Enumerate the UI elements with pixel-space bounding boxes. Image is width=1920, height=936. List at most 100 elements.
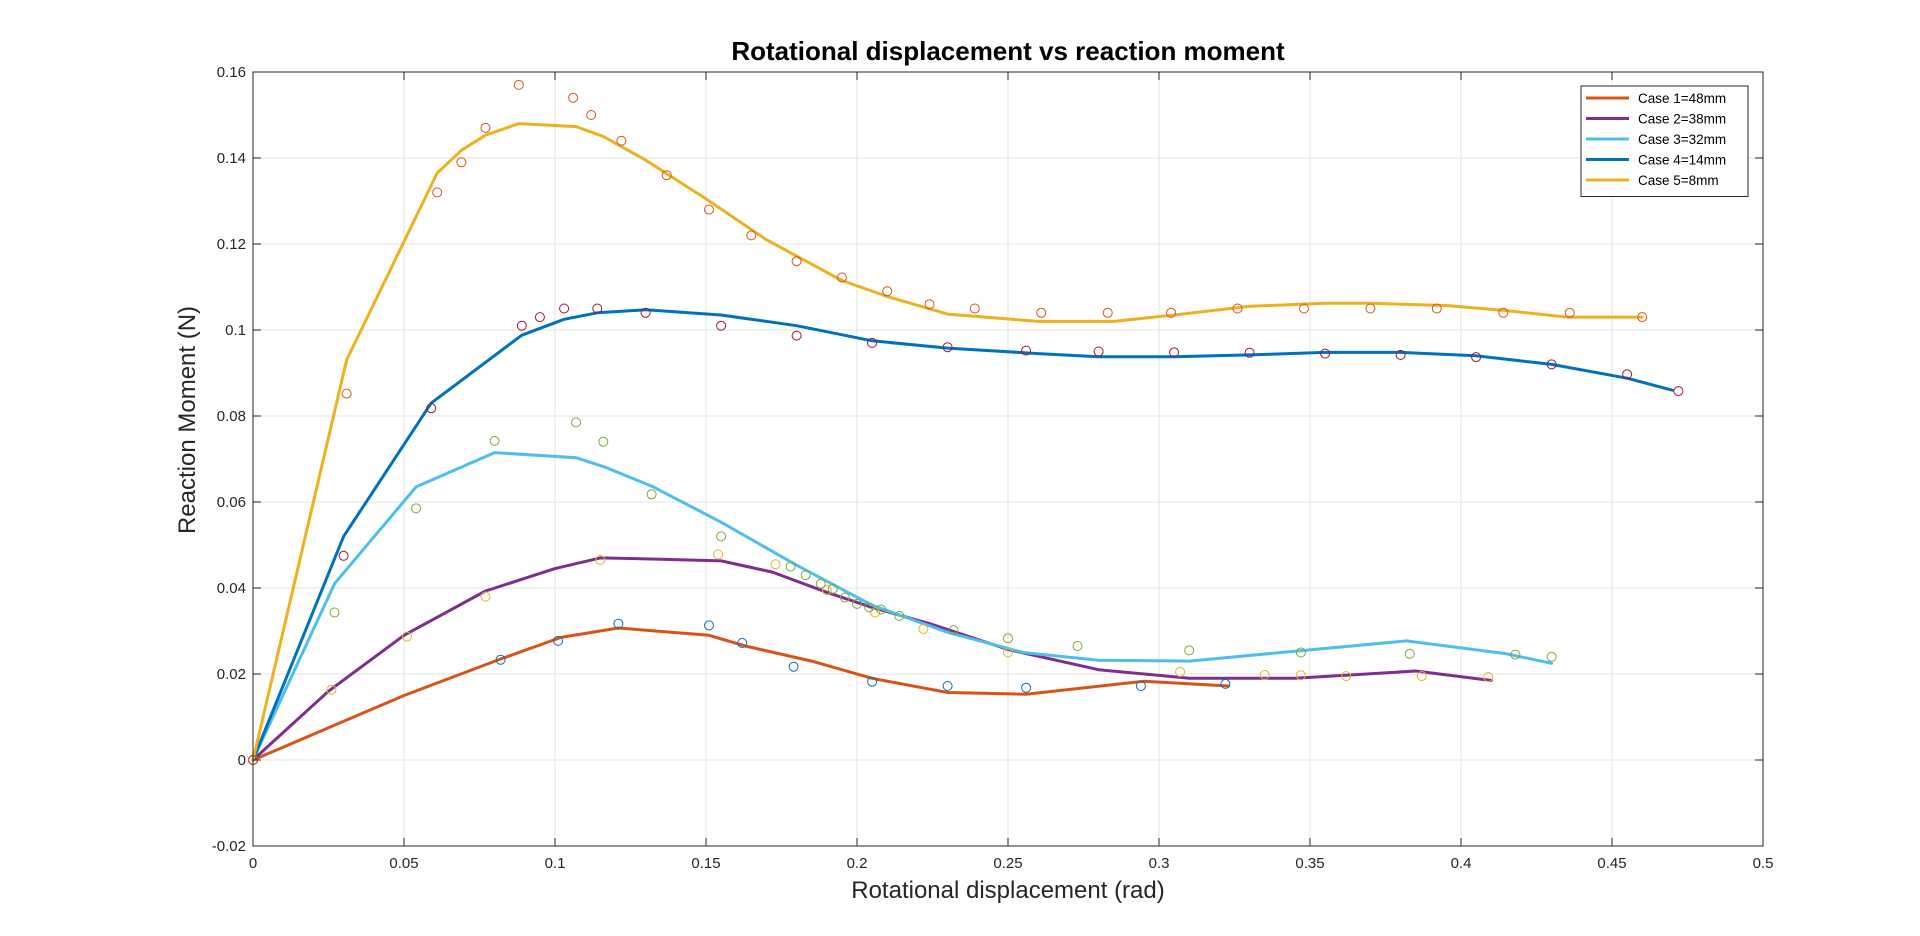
data-point-case-3 [815, 578, 826, 589]
series-line-case-5 [251, 122, 1644, 762]
data-point-case-3 [864, 602, 875, 613]
data-point-case-3 [852, 598, 862, 609]
data-point-case-3 [646, 489, 657, 500]
data-point-case-4 [1021, 345, 1032, 356]
data-point-case-4 [1673, 386, 1684, 397]
series-line-case-3 [251, 451, 1554, 762]
y-tick-label: 0.12 [217, 236, 246, 253]
data-point-case-4 [1169, 347, 1180, 358]
y-tick-label: -0.02 [212, 838, 246, 855]
data-point-case-3 [839, 592, 850, 603]
data-point-case-4 [1093, 346, 1104, 357]
data-point-case-2 [1175, 666, 1186, 677]
x-tick-label: 0.45 [1597, 855, 1626, 872]
data-point-case-1 [613, 618, 624, 629]
y-tick-label: 0.14 [217, 150, 246, 167]
data-point-case-4 [1395, 349, 1406, 360]
legend: Case 1=48mm Case 2=38mm Case 3=32mm Case 4=… [1580, 85, 1749, 197]
data-point-case-1 [704, 620, 714, 631]
data-point-case-5 [456, 157, 467, 168]
data-point-case-2 [821, 585, 832, 596]
data-point-case-3 [876, 604, 887, 615]
data-point-case-4 [338, 550, 349, 561]
series-line-case-4 [251, 308, 1674, 762]
data-point-case-5 [924, 299, 935, 310]
data-point-case-3 [716, 531, 727, 542]
legend-label-case-4: Case 4=14mm [1638, 153, 1726, 168]
data-point-case-3 [800, 570, 811, 581]
data-point-case-3 [785, 561, 796, 572]
data-point-case-4 [716, 320, 727, 331]
y-axis-label: Reaction Moment (N) [174, 306, 201, 534]
data-point-case-2 [770, 559, 781, 570]
data-point-case-5 [1166, 307, 1177, 318]
x-tick-label: 0.3 [1149, 855, 1170, 872]
legend-label-case-1: Case 1=48mm [1638, 91, 1726, 106]
data-point-case-2 [1341, 671, 1352, 682]
data-point-case-1 [788, 661, 799, 672]
data-point-case-1 [737, 638, 748, 648]
data-point-case-4 [867, 337, 878, 348]
series-lines [251, 122, 1674, 762]
data-point-case-5 [791, 256, 802, 267]
data-point-case-5 [1637, 312, 1648, 323]
data-point-case-3 [571, 417, 582, 428]
data-point-case-5 [1365, 303, 1376, 314]
data-point-case-1 [1135, 681, 1146, 691]
data-point-case-4 [1546, 359, 1557, 370]
data-point-case-3 [329, 607, 340, 618]
data-point-case-3 [489, 435, 500, 446]
y-tick-label: 0.02 [217, 666, 246, 683]
data-point-case-3 [1546, 651, 1557, 662]
data-point-case-5 [1564, 307, 1575, 318]
grid [252, 71, 1764, 847]
data-point-case-2 [870, 607, 881, 618]
data-point-case-5 [746, 230, 757, 241]
data-point-case-5 [480, 122, 491, 133]
data-point-case-4 [516, 320, 527, 331]
y-tick-label: 0.04 [217, 580, 246, 597]
data-point-case-5 [586, 110, 597, 120]
data-point-case-2 [480, 591, 491, 602]
data-point-case-5 [568, 92, 579, 103]
data-point-case-3 [894, 610, 905, 621]
data-point-case-5 [432, 187, 443, 198]
data-point-case-5 [1102, 307, 1113, 318]
data-point-case-5 [969, 303, 980, 314]
data-point-case-5 [836, 272, 847, 283]
legend-label-case-3: Case 3=32mm [1638, 132, 1726, 147]
series-markers [248, 79, 1684, 765]
data-point-case-4 [534, 312, 545, 323]
x-tick-label: 0.05 [389, 855, 418, 872]
data-point-case-5 [704, 204, 714, 215]
data-point-case-3 [1295, 647, 1306, 658]
data-point-case-4 [1320, 348, 1331, 359]
x-axis-label: Rotational displacement (rad) [851, 877, 1165, 904]
x-tick-label: 0.4 [1451, 855, 1472, 872]
data-point-case-3 [948, 625, 959, 636]
x-tick-label: 0.2 [847, 855, 868, 872]
data-point-case-2 [402, 631, 412, 642]
data-point-case-5 [1431, 303, 1442, 314]
data-point-case-1 [495, 654, 506, 665]
data-point-case-5 [661, 170, 672, 181]
y-tick-label: 0.16 [217, 64, 246, 81]
y-tick-label: 0.06 [217, 494, 246, 511]
data-point-case-5 [616, 135, 627, 146]
x-tick-label: 0.35 [1295, 855, 1324, 872]
legend-label-case-5: Case 5=8mm [1638, 173, 1719, 188]
data-point-case-3 [1404, 648, 1415, 659]
legend-label-case-2: Case 2=38mm [1638, 112, 1726, 127]
data-point-case-4 [640, 307, 651, 318]
data-point-case-4 [426, 403, 437, 414]
data-point-case-4 [1622, 369, 1633, 380]
data-point-case-2 [1259, 669, 1270, 680]
data-point-case-1 [553, 635, 563, 646]
data-point-case-2 [1416, 671, 1427, 682]
data-point-case-4 [791, 330, 802, 341]
y-tick-label: 0.1 [225, 322, 246, 339]
data-point-case-5 [882, 286, 893, 297]
x-tick-label: 0.1 [545, 855, 566, 872]
